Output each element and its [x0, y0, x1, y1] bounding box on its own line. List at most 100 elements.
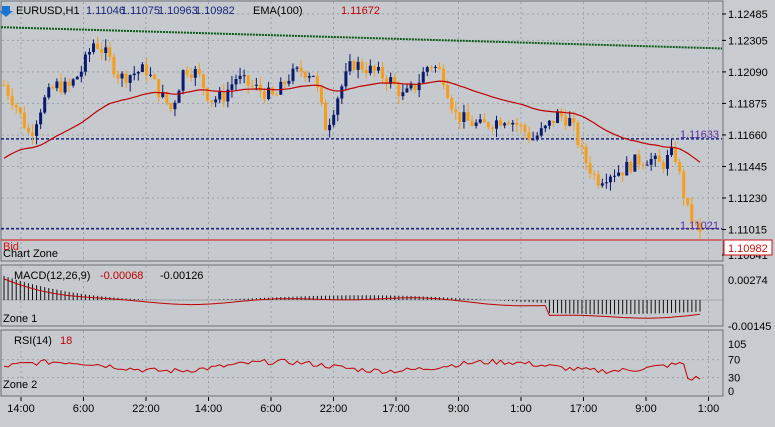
low-price: 1.10963 — [158, 5, 198, 17]
candle-body — [83, 54, 87, 72]
candle-body — [177, 90, 181, 103]
candle-body — [661, 162, 665, 169]
price-tick-label: 1.11015 — [728, 224, 767, 236]
candle-body — [576, 122, 580, 146]
candle-body — [140, 64, 144, 72]
time-tick-label: 14:00 — [195, 403, 223, 415]
candle-body — [494, 120, 498, 129]
macd-scale-bottom: -0.00145 — [728, 321, 771, 333]
candle-body — [108, 47, 112, 57]
candle-body — [629, 161, 633, 172]
macd-signal-line — [3, 278, 701, 319]
candle-body — [413, 84, 417, 91]
candle-body — [535, 135, 539, 140]
candle-body — [450, 97, 454, 110]
candle-body — [462, 112, 466, 122]
symbol-label: EURUSD,H1 — [16, 5, 80, 17]
candle-body — [332, 114, 336, 125]
candle-body — [112, 56, 116, 75]
candle-body — [421, 71, 425, 83]
candle-body — [250, 85, 254, 87]
trendline[interactable] — [0, 26, 723, 50]
candle-body — [71, 79, 75, 86]
candle-body — [185, 70, 189, 75]
candle-body — [128, 75, 132, 83]
price-axis[interactable]: 1.12485 1.12305 1.12090 1.11875 1.11660 1.114… — [722, 9, 768, 262]
candle-body — [572, 118, 576, 123]
candle-body — [14, 105, 18, 108]
candle-body — [328, 124, 332, 131]
candle-body — [47, 87, 51, 98]
candle-body — [348, 61, 352, 72]
candle-body — [149, 74, 153, 76]
candle-body — [458, 112, 462, 122]
candle-body — [267, 87, 271, 100]
candle-body — [157, 79, 161, 98]
candle-body — [311, 75, 315, 77]
candle-body — [592, 173, 596, 175]
rsi-tick-label: 70 — [728, 355, 740, 367]
candle-body — [165, 92, 169, 104]
candle-body — [356, 61, 360, 70]
candle-body — [210, 100, 214, 103]
candle-body — [670, 147, 674, 155]
rsi-plot-area[interactable] — [0, 329, 724, 397]
price-tick-label: 1.11445 — [728, 161, 767, 173]
candle-body — [197, 68, 201, 75]
candle-body — [527, 132, 531, 140]
candle-body — [507, 123, 511, 125]
candle-body — [75, 76, 79, 80]
candle-body — [438, 66, 442, 69]
rsi-tick-label: 105 — [728, 339, 746, 351]
candle-body — [295, 67, 299, 69]
candle-body — [608, 176, 612, 183]
candle-body — [275, 94, 279, 96]
candle-body — [173, 102, 177, 110]
time-tick-label: 22:00 — [320, 403, 348, 415]
candle-body — [287, 80, 291, 84]
candle-body — [531, 139, 535, 141]
candle-body — [417, 82, 421, 91]
chart-zone-label: Chart Zone — [3, 248, 58, 260]
candle-body — [503, 123, 507, 126]
candle-body — [206, 87, 210, 101]
candle-body — [564, 116, 568, 126]
candle-body — [18, 107, 22, 113]
candle-body — [336, 98, 340, 115]
rsi-tick-label: 0 — [728, 386, 734, 398]
candles-group — [2, 36, 702, 239]
time-axis[interactable]: 14:00 6:00 22:00 14:00 6:00 22:00 17:00 9:00 1:0… — [7, 397, 719, 415]
candle-body — [682, 171, 686, 198]
price-tick-label: 1.12485 — [728, 9, 768, 21]
candle-body — [234, 79, 238, 85]
candle-body — [22, 112, 26, 128]
price-tick-label: 1.12305 — [728, 35, 768, 47]
macd-histogram — [3, 275, 701, 315]
candle-body — [340, 86, 344, 99]
candle-body — [169, 103, 173, 110]
candle-body — [690, 204, 694, 222]
candle-body — [279, 81, 283, 95]
candle-body — [442, 68, 446, 86]
chart-header: EURUSD,H1 1.11046 1.11075 1.10963 1.1098… — [0, 5, 380, 17]
ema-line — [3, 80, 701, 163]
candle-body — [649, 159, 653, 165]
candle-body — [433, 66, 437, 68]
candle-body — [486, 122, 490, 128]
candle-body — [230, 84, 234, 90]
candle-body — [315, 75, 319, 88]
price-tick-label: 1.11660 — [728, 130, 767, 142]
candle-body — [132, 73, 136, 76]
candle-body — [474, 122, 478, 126]
rsi-label: RSI(14) — [14, 335, 52, 347]
candle-body — [291, 68, 295, 81]
candle-body — [401, 92, 405, 97]
candle-body — [153, 74, 157, 80]
candle-body — [657, 155, 661, 163]
rsi-axis: 105 70 300 — [728, 339, 746, 398]
candle-body — [499, 120, 503, 126]
candle-body — [637, 154, 641, 165]
sell-arrow-icon — [0, 6, 13, 17]
candle-body — [556, 111, 560, 123]
